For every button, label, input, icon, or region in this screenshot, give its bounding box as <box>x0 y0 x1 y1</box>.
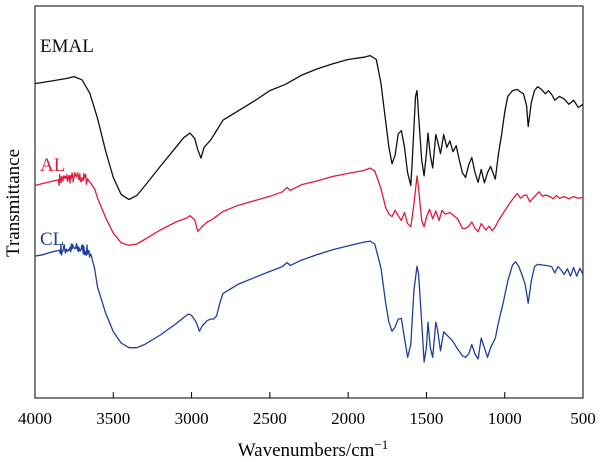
x-tick-label: 2500 <box>253 409 287 428</box>
series-line-cl <box>34 240 584 363</box>
x-tick-label: 1000 <box>488 409 522 428</box>
series-label-emal: EMAL <box>40 36 94 57</box>
x-tick-label: 3500 <box>96 409 130 428</box>
x-tick-label: 1500 <box>409 409 443 428</box>
x-axis-title-text: Wavenumbers/cm <box>238 440 375 461</box>
series-label-cl: CL <box>40 229 64 250</box>
y-axis-title: Transmittance <box>3 149 24 257</box>
x-tick-label: 4000 <box>18 409 52 428</box>
x-axis-title: Wavenumbers/cm−1 <box>238 437 389 461</box>
x-tick-label: 2000 <box>331 409 365 428</box>
plot-frame <box>34 5 584 399</box>
series-layer <box>34 54 584 363</box>
x-axis-title-exponent: −1 <box>374 437 388 452</box>
x-tick-label: 3000 <box>175 409 209 428</box>
x-tick-label: 500 <box>570 409 596 428</box>
x-axis-ticks: 4000 3500 3000 2500 2000 1500 1000 500 <box>18 392 596 428</box>
series-line-emal <box>34 54 584 201</box>
series-label-al: AL <box>40 155 65 176</box>
series-line-al <box>34 167 584 246</box>
